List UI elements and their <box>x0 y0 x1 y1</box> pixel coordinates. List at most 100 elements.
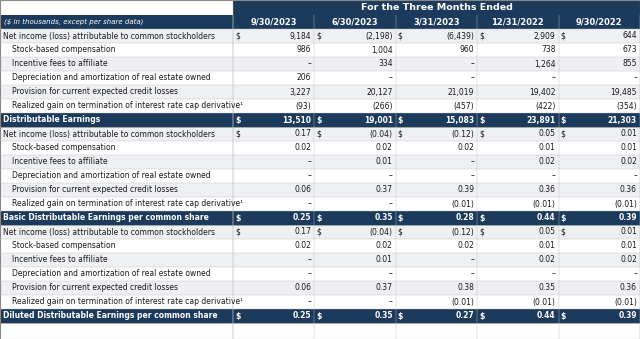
Text: 0.37: 0.37 <box>376 283 393 293</box>
Text: $: $ <box>561 116 566 124</box>
Text: 0.28: 0.28 <box>456 214 474 222</box>
Text: 0.02: 0.02 <box>376 241 393 251</box>
Text: $: $ <box>235 312 241 320</box>
Text: Stock-based compensation: Stock-based compensation <box>12 45 115 55</box>
Text: 15,083: 15,083 <box>445 116 474 124</box>
Text: Depreciation and amortization of real estate owned: Depreciation and amortization of real es… <box>12 172 211 180</box>
Text: 23,891: 23,891 <box>526 116 556 124</box>
Text: 3,227: 3,227 <box>290 87 312 97</box>
Text: 0.02: 0.02 <box>620 256 637 264</box>
Text: $: $ <box>479 214 484 222</box>
Text: $: $ <box>316 116 322 124</box>
Text: Realized gain on termination of interest rate cap derivative¹: Realized gain on termination of interest… <box>12 101 243 111</box>
Bar <box>0 225 640 239</box>
Text: 0.02: 0.02 <box>376 143 393 153</box>
Text: $: $ <box>398 129 403 139</box>
Bar <box>0 43 640 57</box>
Text: 0.01: 0.01 <box>620 143 637 153</box>
Text: –: – <box>470 172 474 180</box>
Text: $: $ <box>235 129 240 139</box>
Text: 19,001: 19,001 <box>364 116 393 124</box>
Text: 9/30/2023: 9/30/2023 <box>250 18 297 26</box>
Text: 0.39: 0.39 <box>618 312 637 320</box>
Bar <box>0 71 640 85</box>
Text: 12/31/2022: 12/31/2022 <box>492 18 544 26</box>
Bar <box>0 99 640 113</box>
Text: 3/31/2023: 3/31/2023 <box>413 18 460 26</box>
Text: –: – <box>308 256 312 264</box>
Bar <box>0 15 640 29</box>
Text: 0.35: 0.35 <box>374 312 393 320</box>
Text: 9/30/2022: 9/30/2022 <box>576 18 623 26</box>
Text: 0.35: 0.35 <box>539 283 556 293</box>
Bar <box>0 85 640 99</box>
Text: 19,485: 19,485 <box>611 87 637 97</box>
Text: –: – <box>308 60 312 68</box>
Bar <box>0 239 640 253</box>
Text: $: $ <box>316 32 321 40</box>
Text: –: – <box>552 270 556 279</box>
Text: –: – <box>552 74 556 82</box>
Text: Provision for current expected credit losses: Provision for current expected credit lo… <box>12 283 178 293</box>
Bar <box>0 155 640 169</box>
Text: 0.01: 0.01 <box>620 227 637 237</box>
Text: Stock-based compensation: Stock-based compensation <box>12 143 115 153</box>
Text: 0.06: 0.06 <box>294 185 312 195</box>
Text: Distributable Earnings: Distributable Earnings <box>3 116 100 124</box>
Text: Net income (loss) attributable to common stockholders: Net income (loss) attributable to common… <box>3 32 215 40</box>
Text: (0.01): (0.01) <box>451 298 474 306</box>
Text: 0.02: 0.02 <box>458 241 474 251</box>
Text: 0.44: 0.44 <box>537 312 556 320</box>
Text: –: – <box>308 199 312 208</box>
Text: –: – <box>633 172 637 180</box>
Text: $: $ <box>316 129 321 139</box>
Text: 986: 986 <box>297 45 312 55</box>
Text: Incentive fees to affiliate: Incentive fees to affiliate <box>12 256 108 264</box>
Text: 0.39: 0.39 <box>618 214 637 222</box>
Text: Net income (loss) attributable to common stockholders: Net income (loss) attributable to common… <box>3 129 215 139</box>
Text: –: – <box>470 158 474 166</box>
Text: 738: 738 <box>541 45 556 55</box>
Text: 0.36: 0.36 <box>620 185 637 195</box>
Text: 206: 206 <box>297 74 312 82</box>
Text: $: $ <box>316 227 321 237</box>
Text: 21,303: 21,303 <box>608 116 637 124</box>
Text: $: $ <box>398 227 403 237</box>
Text: 0.02: 0.02 <box>539 256 556 264</box>
Text: $: $ <box>398 116 403 124</box>
Text: 0.27: 0.27 <box>456 312 474 320</box>
Text: 0.01: 0.01 <box>376 158 393 166</box>
Bar <box>0 141 640 155</box>
Text: (354): (354) <box>616 101 637 111</box>
Bar <box>0 267 640 281</box>
Text: 0.01: 0.01 <box>539 143 556 153</box>
Text: (266): (266) <box>372 101 393 111</box>
Text: –: – <box>389 74 393 82</box>
Text: 0.02: 0.02 <box>294 143 312 153</box>
Text: (0.01): (0.01) <box>451 199 474 208</box>
Text: –: – <box>470 74 474 82</box>
Bar <box>233 0 640 15</box>
Text: 0.02: 0.02 <box>539 158 556 166</box>
Text: (0.04): (0.04) <box>370 227 393 237</box>
Text: (0.01): (0.01) <box>614 199 637 208</box>
Text: Basic Distributable Earnings per common share: Basic Distributable Earnings per common … <box>3 214 209 222</box>
Text: –: – <box>308 172 312 180</box>
Text: (0.12): (0.12) <box>451 129 474 139</box>
Text: 0.44: 0.44 <box>537 214 556 222</box>
Text: 0.02: 0.02 <box>458 143 474 153</box>
Text: (0.01): (0.01) <box>532 298 556 306</box>
Text: $: $ <box>398 32 403 40</box>
Text: –: – <box>389 270 393 279</box>
Text: (93): (93) <box>296 101 312 111</box>
Text: –: – <box>308 158 312 166</box>
Text: $: $ <box>561 129 566 139</box>
Text: 0.17: 0.17 <box>294 227 312 237</box>
Text: 9,184: 9,184 <box>290 32 312 40</box>
Text: 0.06: 0.06 <box>294 283 312 293</box>
Text: Depreciation and amortization of real estate owned: Depreciation and amortization of real es… <box>12 74 211 82</box>
Text: (0.01): (0.01) <box>532 199 556 208</box>
Text: 855: 855 <box>623 60 637 68</box>
Text: –: – <box>470 270 474 279</box>
Text: (0.01): (0.01) <box>614 298 637 306</box>
